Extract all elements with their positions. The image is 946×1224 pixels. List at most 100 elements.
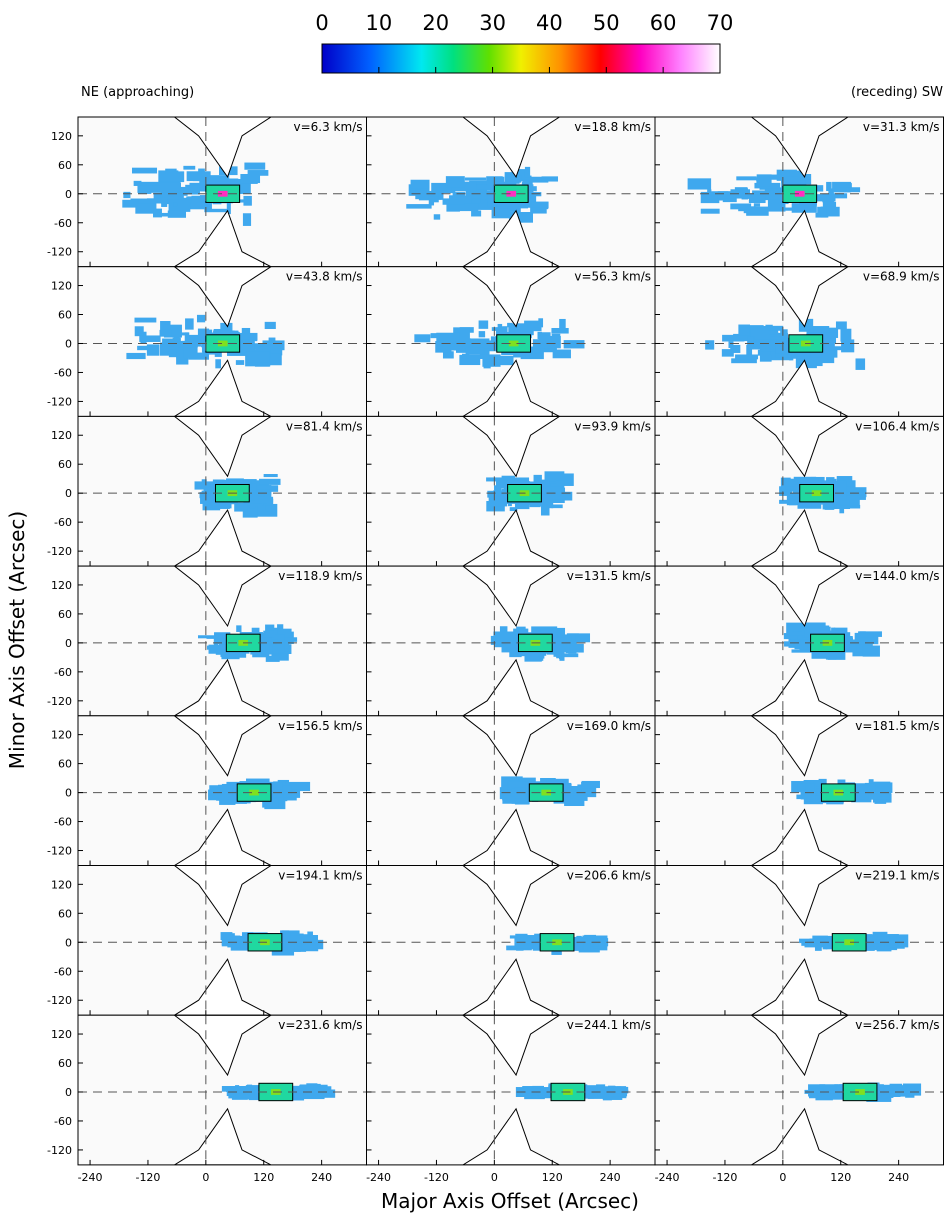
emission-patch — [568, 635, 576, 644]
mask-upper — [462, 566, 561, 628]
emission-patch — [268, 783, 295, 792]
emission-patch — [604, 1090, 613, 1095]
emission-patch — [508, 781, 528, 788]
emission-patch — [161, 197, 168, 207]
emission-patch — [593, 941, 605, 949]
emission-patch — [410, 179, 430, 189]
emission-patch — [159, 329, 172, 337]
emission-patch — [526, 202, 540, 208]
emission-patch — [508, 323, 534, 336]
emission-patch — [608, 1091, 628, 1097]
emission-patch — [300, 935, 314, 943]
emission-patch — [478, 320, 489, 329]
x-tick-label: 0 — [202, 1171, 209, 1184]
emission-patch — [537, 331, 542, 339]
emission-peak — [541, 789, 552, 796]
emission-patch — [239, 340, 255, 353]
emission-patch — [785, 635, 805, 640]
emission-patch — [271, 943, 295, 956]
emission-patch — [415, 189, 422, 200]
left-note: NE (approaching) — [81, 85, 194, 100]
y-tick-label: 0 — [65, 188, 72, 201]
x-tick-label: 120 — [830, 1171, 851, 1184]
emission-patch — [263, 474, 278, 478]
y-tick-label: -120 — [47, 246, 72, 259]
mask-upper — [173, 416, 272, 478]
emission-patch — [469, 193, 482, 199]
emission-patch — [442, 351, 454, 359]
emission-patch — [289, 935, 302, 943]
emission-patch — [544, 471, 565, 482]
mask-lower — [750, 658, 849, 716]
emission-patch — [700, 191, 720, 204]
y-tick-label: -120 — [47, 395, 72, 408]
emission-patch — [736, 176, 757, 181]
emission-patch — [217, 479, 226, 485]
emission-patch — [741, 188, 748, 200]
emission-patch — [186, 171, 211, 182]
emission-patch — [754, 335, 775, 340]
panel-label: v=194.1 km/s — [278, 869, 362, 883]
emission-patch — [524, 166, 531, 178]
emission-patch — [467, 341, 492, 349]
emission-patch — [418, 190, 429, 201]
emission — [78, 865, 367, 1016]
emission-patch — [862, 645, 880, 657]
x-tick-label: 240 — [600, 1171, 621, 1184]
emission-patch — [236, 625, 242, 632]
emission-patch — [215, 505, 230, 509]
emission-patch — [538, 1089, 558, 1098]
emission-patch — [158, 174, 181, 182]
colorbar — [321, 43, 721, 74]
emission-patch — [843, 636, 853, 643]
emission-patch — [220, 788, 233, 797]
emission-patch — [196, 314, 206, 323]
emission-patch — [810, 348, 822, 358]
emission-patch — [183, 347, 198, 359]
emission-patch — [556, 652, 562, 659]
mask-lower — [173, 958, 272, 1016]
emission-patch — [160, 189, 168, 202]
emission-patch — [534, 348, 554, 353]
emission-patch — [856, 939, 881, 947]
emission-patch — [573, 791, 591, 796]
emission-patch — [845, 504, 861, 509]
emission-patch — [581, 780, 600, 789]
emission-patch — [540, 503, 550, 516]
emission-patch — [850, 783, 876, 794]
emission — [366, 117, 655, 267]
x-tick-label: 0 — [491, 1171, 498, 1184]
emission-patch — [196, 481, 222, 488]
emission-patch — [879, 936, 894, 942]
emission-patch — [459, 196, 472, 203]
emission-patch — [471, 210, 482, 217]
emission-patch — [499, 203, 521, 212]
emission-patch — [557, 783, 571, 788]
emission-peak — [811, 490, 822, 497]
emission-patch — [264, 489, 271, 501]
emission-patch — [262, 798, 279, 808]
emission-patch — [265, 655, 280, 662]
emission-patch — [499, 626, 508, 636]
mask-lower — [750, 808, 849, 866]
y-tick-label: 120 — [51, 429, 72, 442]
y-tick-label: 120 — [51, 280, 72, 293]
panel: v=6.3 km/s 120 60 0 -60 -120 — [47, 116, 367, 268]
emission-patch — [277, 639, 285, 653]
emission-patch — [234, 502, 248, 512]
emission-peak — [217, 340, 228, 347]
emission-patch — [191, 195, 210, 204]
x-axis-label: Major Axis Offset (Arcsec) — [381, 1189, 639, 1213]
emission-patch — [767, 325, 784, 331]
emission-patch — [735, 354, 759, 360]
mask-lower — [173, 1107, 272, 1165]
emission-patch — [268, 337, 276, 342]
emission-patch — [478, 331, 486, 338]
emission-patch — [611, 1086, 629, 1093]
y-tick-label: -60 — [54, 816, 72, 829]
emission-patch — [221, 651, 243, 658]
mask-upper — [750, 117, 849, 178]
mask-upper — [462, 715, 561, 777]
colorbar-tick-label: 20 — [422, 11, 449, 35]
panel: v=18.8 km/s — [366, 116, 656, 268]
